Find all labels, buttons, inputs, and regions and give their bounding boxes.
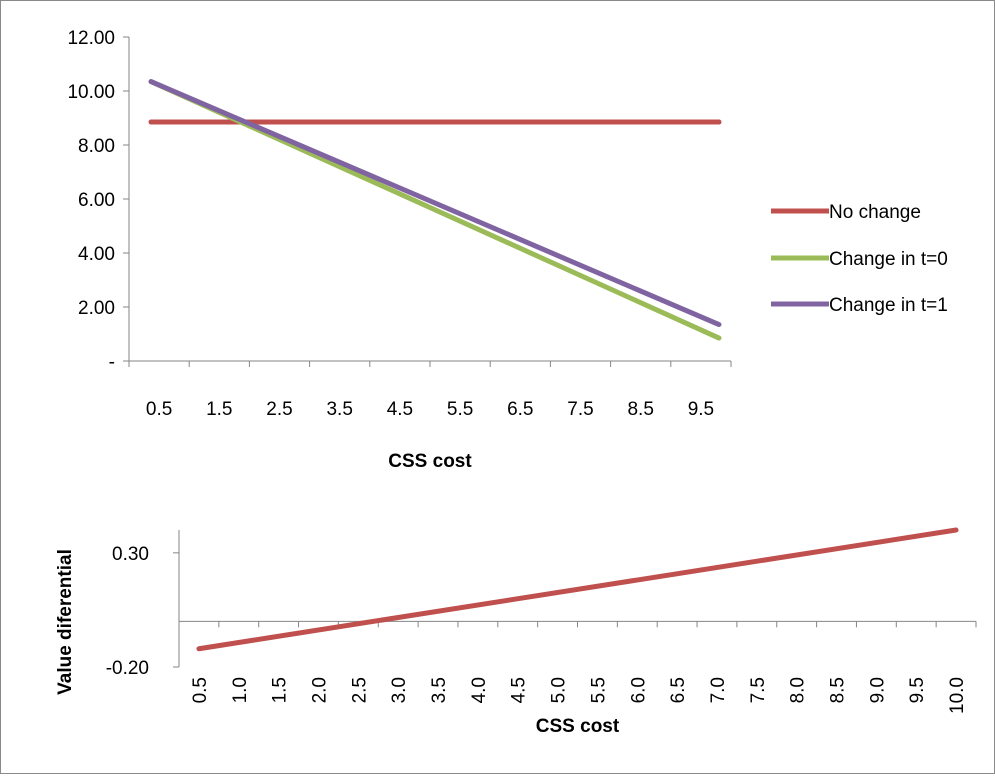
- top-chart-panel: 12.00 10.00 8.00 6.00 4.00 2.00 - 0.5 1.5 2.5 3.5 4…: [0, 0, 995, 495]
- bottom-y-tick-label: -0.20: [106, 658, 149, 679]
- bottom-x-tick-label: 9.0: [867, 677, 888, 703]
- bottom-x-axis-title: CSS cost: [536, 716, 620, 737]
- bottom-x-tick-label: 0.5: [190, 677, 211, 703]
- legend-label-1: No change: [829, 202, 921, 223]
- top-y-tick-label: 8.00: [78, 136, 115, 157]
- bottom-x-tick-label: 1.0: [230, 677, 251, 703]
- bottom-chart-panel: 0.30 -0.20 0.5 1.0 1.5 2.0 2.5 3.0 3.5 4.0 4.5 5.0 5…: [0, 494, 995, 774]
- bottom-x-tick-label: 6.5: [668, 677, 689, 703]
- top-x-tick-label: 7.5: [567, 399, 593, 420]
- bottom-x-tick-label: 7.0: [708, 677, 729, 703]
- bottom-x-tick-label: 1.5: [270, 677, 291, 703]
- top-x-tick-label: 9.5: [688, 399, 714, 420]
- top-y-tick-label: -: [109, 352, 115, 373]
- bottom-x-tick-label: 4.5: [509, 677, 530, 703]
- bottom-x-tick-label: 8.5: [828, 677, 849, 703]
- top-x-tick-label: 2.5: [266, 399, 292, 420]
- top-x-tick-label: 3.5: [326, 399, 352, 420]
- top-line-chart: 12.00 10.00 8.00 6.00 4.00 2.00 - 0.5 1.5 2.5 3.5 4…: [67, 28, 948, 472]
- bottom-line-chart: 0.30 -0.20 0.5 1.0 1.5 2.0 2.5 3.0 3.5 4.0 4.5 5.0 5…: [55, 527, 977, 737]
- top-y-tick-label: 4.00: [78, 244, 115, 265]
- top-y-tick-label: 10.00: [67, 82, 115, 103]
- bottom-x-tick-label: 9.5: [907, 677, 928, 703]
- bottom-x-tick-label: 5.0: [549, 677, 570, 703]
- legend-label-2: Change in t=0: [829, 249, 948, 270]
- top-x-tick-label: 5.5: [447, 399, 473, 420]
- bottom-x-tick-label: 7.5: [748, 677, 769, 703]
- top-y-tick-label: 2.00: [78, 298, 115, 319]
- bottom-x-tick-label: 5.5: [588, 677, 609, 703]
- top-x-tick-label: 4.5: [387, 399, 413, 420]
- bottom-y-tick-label: 0.30: [112, 544, 149, 565]
- legend: No change Change in t=0 Change in t=1: [771, 202, 948, 316]
- series-line-3: [148, 79, 722, 328]
- top-x-tick-label: 0.5: [146, 399, 172, 420]
- bottom-x-tick-label: 3.0: [389, 677, 410, 703]
- legend-label-3: Change in t=1: [829, 295, 948, 316]
- bottom-x-tick-label: 3.5: [429, 677, 450, 703]
- bottom-x-tick-label: 6.0: [628, 677, 649, 703]
- top-y-tick-label: 12.00: [67, 28, 115, 49]
- value-differential-line: [196, 527, 959, 652]
- bottom-x-tick-label: 10.0: [947, 677, 968, 714]
- bottom-x-tick-label: 2.0: [309, 677, 330, 703]
- top-x-tick-label: 8.5: [627, 399, 653, 420]
- bottom-x-tick-label: 8.0: [788, 677, 809, 703]
- bottom-x-tick-label: 2.5: [349, 677, 370, 703]
- top-x-tick-label: 6.5: [507, 399, 533, 420]
- top-x-axis-title: CSS cost: [388, 451, 472, 472]
- bottom-x-tick-label: 4.0: [469, 677, 490, 703]
- bottom-y-axis-title: Value diferential: [55, 549, 76, 695]
- top-x-tick-label: 1.5: [206, 399, 232, 420]
- top-y-tick-label: 6.00: [78, 190, 115, 211]
